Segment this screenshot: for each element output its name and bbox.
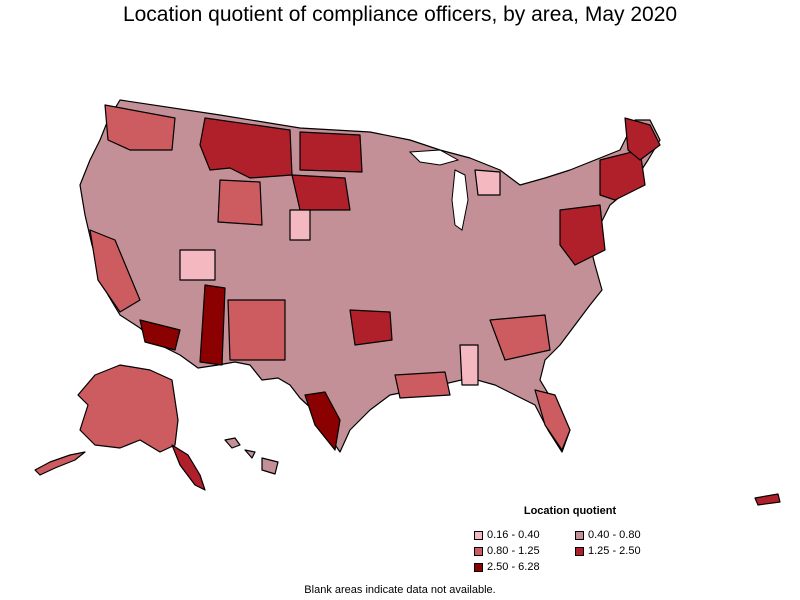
region-alaska-aleutians [34, 451, 86, 476]
region-arizona-south [139, 319, 181, 351]
region-new-mexico [227, 299, 286, 361]
region-washington [104, 104, 176, 151]
region-lake-superior [408, 149, 460, 166]
legend-item-highest: 2.50 - 6.28 [474, 560, 540, 574]
region-oklahoma [349, 309, 393, 346]
region-lake-michigan [451, 169, 469, 231]
legend-swatch-highest [474, 562, 483, 572]
legend-label-high: 1.25 - 2.50 [588, 545, 641, 557]
legend-swatch-high [575, 546, 584, 556]
region-mississippi [459, 344, 479, 386]
legend-title: Location quotient [523, 505, 617, 517]
legend-item-base: 0.40 - 0.80 [575, 528, 641, 542]
legend-label-base: 0.40 - 0.80 [588, 529, 641, 541]
legend-item-high: 1.25 - 2.50 [575, 544, 641, 558]
region-alaska-panhandle [171, 444, 206, 491]
legend-swatch-light [474, 530, 483, 540]
region-new-mexico-east [199, 284, 226, 366]
region-wyoming [289, 209, 311, 241]
legend-swatch-base [575, 530, 584, 540]
region-north-dakota [299, 131, 363, 173]
legend-label-medium: 0.80 - 1.25 [487, 545, 540, 557]
region-alaska [77, 364, 179, 453]
region-texas-south [304, 391, 341, 451]
region-montana [199, 117, 293, 179]
legend-item-light: 0.16 - 0.40 [474, 528, 540, 542]
region-puerto-rico [754, 493, 781, 506]
region-california-coast [89, 229, 141, 313]
legend-label-light: 0.16 - 0.40 [487, 529, 540, 541]
legend-swatch-medium [474, 546, 483, 556]
region-southeast [489, 314, 551, 361]
region-nebraska [291, 174, 351, 211]
legend-item-medium: 0.80 - 1.25 [474, 544, 540, 558]
footnote: Blank areas indicate data not available. [304, 584, 496, 596]
legend-label-highest: 2.50 - 6.28 [487, 561, 540, 573]
region-maine [624, 117, 661, 161]
map-title: Location quotient of compliance officers… [122, 3, 678, 26]
region-michigan [474, 169, 501, 196]
region-hawaii [224, 437, 279, 475]
region-mid-atlantic [559, 204, 606, 266]
region-utah [179, 249, 216, 281]
region-florida [534, 389, 571, 451]
region-gulf-coast [394, 371, 451, 399]
region-colorado [217, 179, 263, 226]
